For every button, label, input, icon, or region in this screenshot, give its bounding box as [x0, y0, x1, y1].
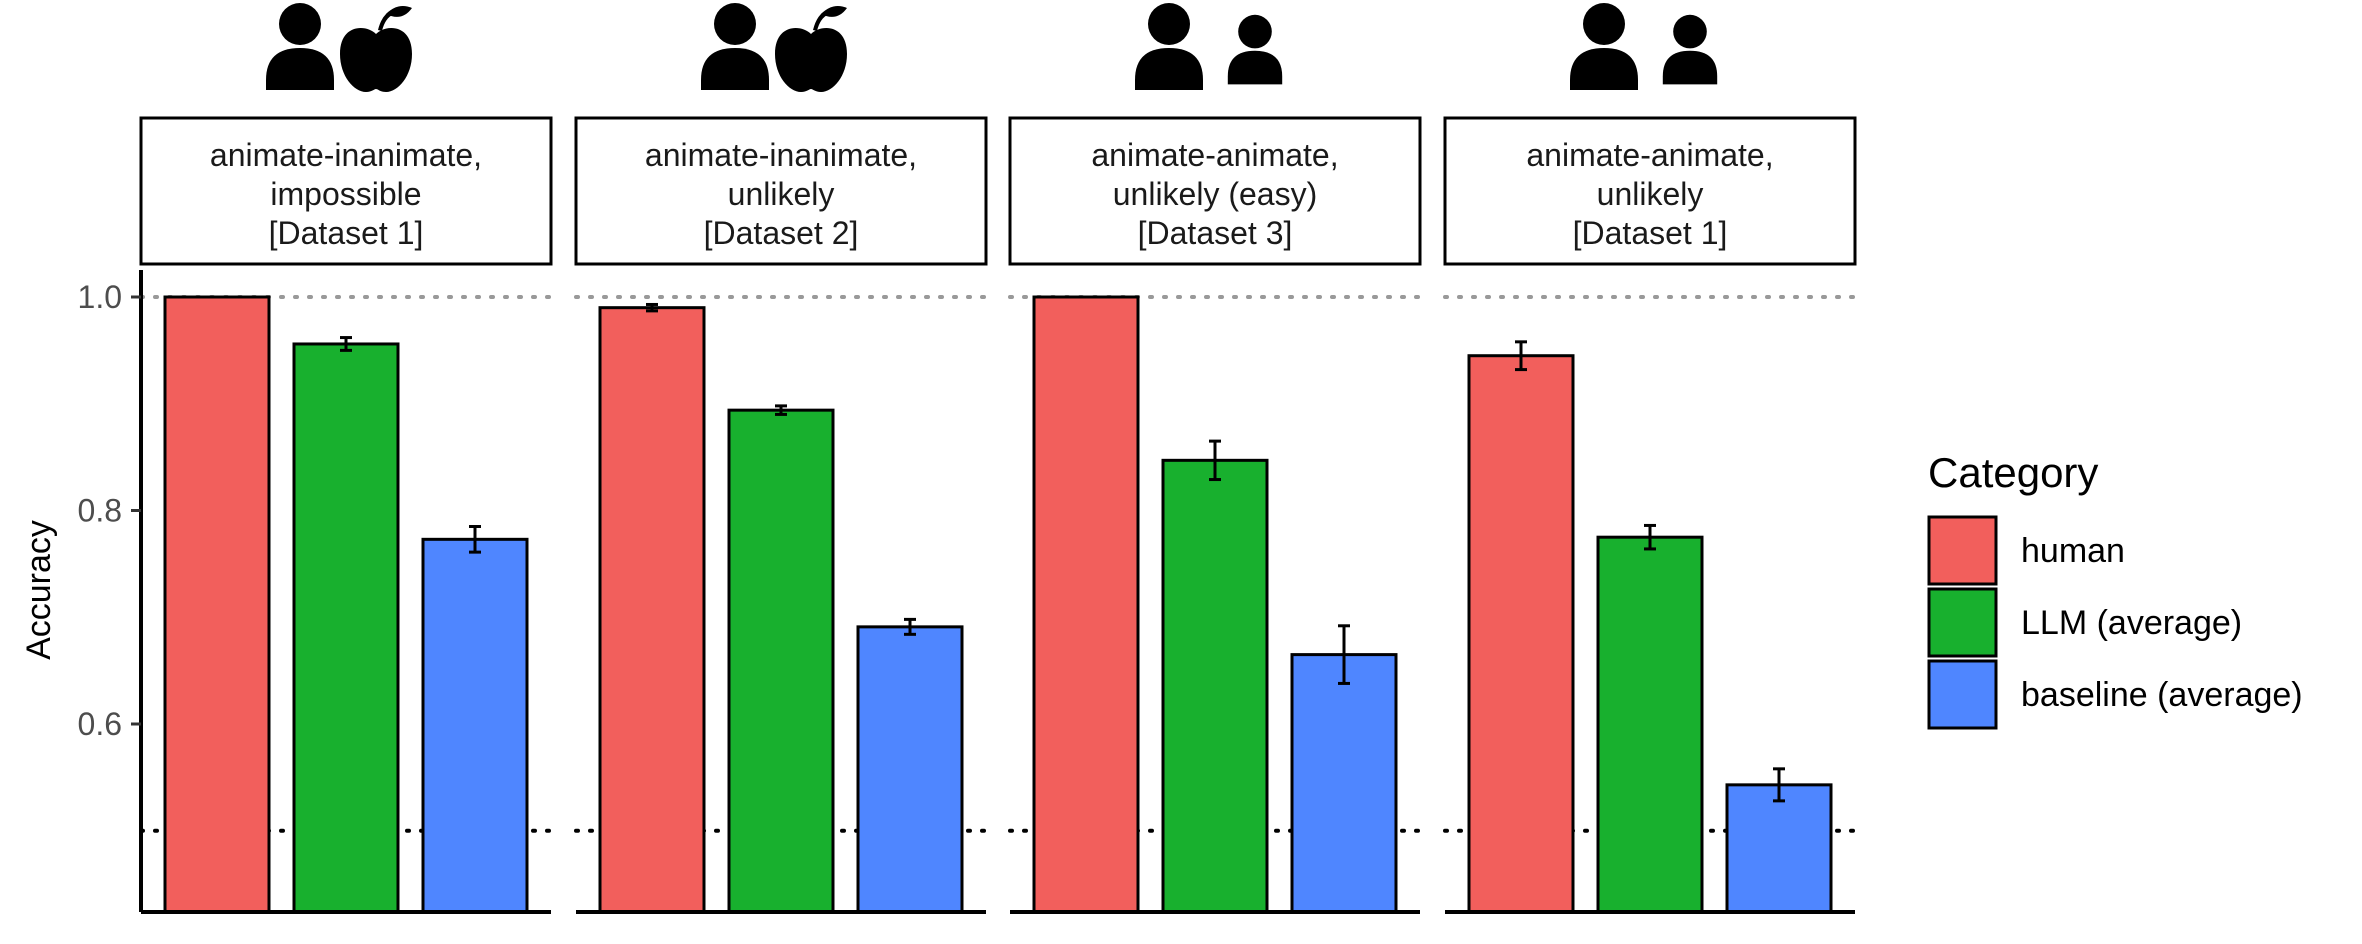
panel-strip [139, 116, 553, 266]
person-small-icon [1662, 14, 1718, 85]
bar [598, 306, 706, 914]
error-bar [646, 302, 658, 313]
panel-title-line: unlikely (easy) [1113, 176, 1318, 212]
person-small-icon [1227, 14, 1283, 85]
panel-icons [1135, 3, 1283, 90]
bar [292, 342, 400, 914]
bar [1467, 354, 1575, 914]
person-icon [701, 3, 769, 90]
error-bar [1515, 340, 1527, 372]
error-bar [1209, 439, 1221, 482]
panel-icons [266, 3, 412, 92]
bar [1161, 458, 1269, 914]
panel: animate-inanimate,unlikely[Dataset 2] [574, 3, 988, 914]
person-icon [1135, 3, 1203, 90]
person-icon [1570, 3, 1638, 90]
apple-icon [775, 6, 847, 92]
error-bar [1644, 523, 1656, 551]
y-tick-label: 1.0 [78, 279, 122, 315]
bar [1032, 295, 1140, 914]
bar [163, 295, 271, 914]
bar [1596, 535, 1704, 914]
legend-swatch [1927, 659, 1998, 730]
error-bar [1338, 624, 1350, 685]
y-tick-label: 0.6 [78, 706, 122, 742]
bar [856, 625, 964, 914]
panel-strip [1443, 116, 1857, 266]
bar [727, 408, 835, 914]
panel: animate-animate,unlikely (easy)[Dataset … [1008, 3, 1422, 914]
panel-title-line: [Dataset 1] [269, 215, 424, 251]
panel-title-line: [Dataset 3] [1138, 215, 1293, 251]
panel: animate-inanimate,impossible[Dataset 1] [139, 3, 553, 914]
legend-label: LLM (average) [2021, 604, 2242, 642]
panel-strip [574, 116, 988, 266]
panel-title-line: [Dataset 1] [1573, 215, 1728, 251]
panels-layer: animate-inanimate,impossible[Dataset 1]a… [139, 3, 1857, 914]
y-axis-label: Accuracy [20, 520, 58, 660]
person-icon [266, 3, 334, 90]
panel-title-line: unlikely [728, 176, 835, 212]
panel-title-line: impossible [270, 176, 421, 212]
panel-title-line: animate-inanimate, [210, 137, 482, 173]
y-tick-label: 0.8 [78, 493, 122, 529]
error-bar [775, 404, 787, 416]
panel-title-line: animate-inanimate, [645, 137, 917, 173]
panel-title-line: unlikely [1597, 176, 1704, 212]
legend-label: human [2021, 532, 2125, 570]
y-axis: 0.6 0.8 1.0 Accuracy [20, 270, 143, 912]
bar [421, 537, 529, 914]
error-bar [469, 525, 481, 554]
apple-icon [340, 6, 412, 92]
legend-swatch [1927, 515, 1998, 586]
legend-label: baseline (average) [2021, 676, 2303, 714]
legend-title: Category [1928, 449, 2098, 496]
error-bar [340, 336, 352, 352]
bar [1725, 783, 1833, 914]
legend: Category human LLM (average) baseline (aver… [1927, 449, 2303, 730]
legend-swatch [1927, 587, 1998, 658]
panel-title-line: [Dataset 2] [704, 215, 859, 251]
panel: animate-animate,unlikely[Dataset 1] [1443, 3, 1857, 914]
error-bar [904, 617, 916, 636]
error-bar [1773, 767, 1785, 803]
panel-icons [1570, 3, 1718, 90]
panel-strip [1008, 116, 1422, 266]
panel-title-line: animate-animate, [1091, 137, 1338, 173]
panel-icons [701, 3, 847, 92]
bar [1290, 653, 1398, 914]
panel-title-line: animate-animate, [1526, 137, 1773, 173]
